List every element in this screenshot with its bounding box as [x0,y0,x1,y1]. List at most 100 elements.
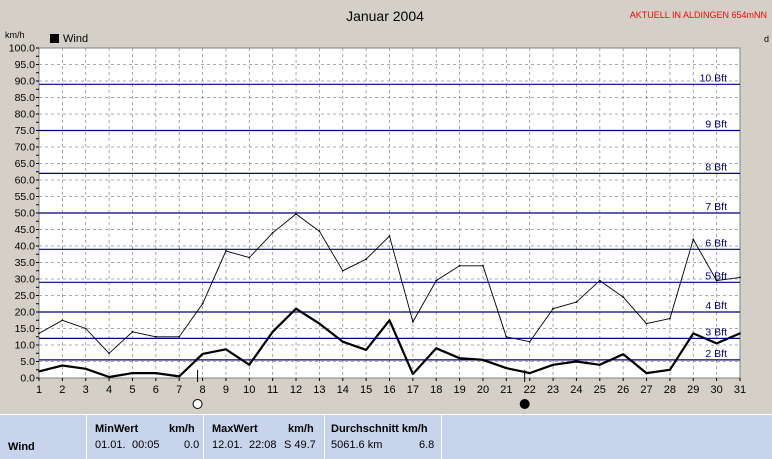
y-tick-label: 25.0 [15,290,36,302]
y-tick-label: 65.0 [15,158,36,170]
y-tick-label: 10.0 [15,340,36,352]
data-point [528,340,531,343]
x-tick-label: 25 [594,384,606,396]
data-point [388,319,391,322]
x-tick-label: 21 [500,384,512,396]
stats-min-cell: MinWert km/h 01.01. 00:05 0.0 [87,415,204,459]
min-unit: km/h [169,423,195,435]
data-point [295,307,297,310]
y-tick-label: 15.0 [15,323,36,335]
data-point [61,364,64,367]
data-point [482,264,484,267]
wind-chart: Januar 2004 AKTUELL IN ALDINGEN 654mNN k… [5,8,769,409]
max-value: S 49.7 [284,439,316,451]
data-point [692,238,695,241]
x-tick-label: 23 [547,384,559,396]
data-point [598,363,601,366]
data-point [388,235,391,238]
data-point [84,327,87,330]
beaufort-label: 9 Bft [705,119,727,131]
x-tick-label: 29 [687,384,699,396]
data-point [435,279,438,282]
beaufort-label: 4 Bft [705,300,727,312]
y-tick-label: 95.0 [15,59,36,71]
data-point [552,363,554,366]
data-point [154,372,157,374]
station-label: AKTUELL IN ALDINGEN 654mNN [630,10,767,20]
x-tick-label: 11 [267,384,278,396]
data-point [201,353,204,355]
stats-row-label-cell: Wind [0,415,87,459]
beaufort-label: 10 Bft [700,72,728,84]
data-point [692,332,695,335]
data-point [131,372,134,374]
data-point [482,358,484,361]
x-tick-label: 24 [570,384,582,396]
x-tick-label: 6 [153,384,159,396]
x-tick-label: 3 [83,384,89,396]
x-tick-label: 18 [430,384,442,396]
beaufort-label: 3 Bft [705,326,727,338]
min-header: MinWert [95,423,139,435]
data-point [108,376,110,378]
y-tick-label: 100.0 [9,43,35,55]
y-tick-label: 55.0 [15,191,36,203]
y-unit-left: km/h [5,30,25,40]
y-tick-label: 40.0 [15,241,36,253]
data-point [365,349,368,351]
data-point [341,340,344,343]
data-point [669,317,671,320]
y-tick-label: 50.0 [15,208,36,220]
data-point [84,367,87,370]
moon-filled-icon [519,399,530,409]
stats-panel: Wind MinWert km/h 01.01. 00:05 0.0 MaxWe… [0,414,772,459]
data-point [458,357,461,360]
y-tick-label: 5.0 [20,356,35,368]
min-date: 01.01. [95,439,126,451]
y-tick-label: 60.0 [15,175,36,187]
avg-value: 6.8 [419,439,435,451]
data-point [225,250,227,252]
x-tick-label: 12 [290,384,302,396]
min-time: 00:05 [132,439,160,451]
y-tick-label: 80.0 [15,109,36,121]
y-tick-label: 20.0 [15,307,36,319]
data-point [645,372,648,374]
y-tick-label: 90.0 [15,76,36,88]
beaufort-label: 7 Bft [705,201,727,213]
data-point [38,370,40,373]
x-tick-label: 28 [664,384,676,396]
y-tick-label: 0.0 [20,373,35,385]
data-point [341,269,344,272]
x-tick-label: 30 [711,384,723,396]
beaufort-label: 8 Bft [705,161,727,173]
data-point [108,352,110,355]
data-point [669,368,671,371]
data-point [225,348,227,351]
max-header: MaxWert [212,423,258,435]
data-point [505,335,508,338]
x-tick-label: 14 [337,384,349,396]
data-point [201,302,204,305]
x-tick-label: 4 [106,384,112,396]
data-point [271,231,274,234]
legend-swatch [50,34,59,43]
x-tick-label: 2 [59,384,65,396]
data-point [131,330,134,333]
x-tick-label: 5 [129,384,135,396]
x-tick-label: 13 [313,384,325,396]
data-point [622,353,625,356]
data-point [739,276,741,279]
stats-avg-cell: Durchschnitt km/h 5061.6 km 6.8 [325,415,442,459]
x-tick-label: 17 [407,384,419,396]
data-point [38,332,40,335]
x-tick-label: 22 [524,384,536,396]
data-point [528,372,531,374]
max-date: 12.01. [212,439,243,451]
data-point [365,258,368,261]
data-point [318,322,321,325]
y-tick-label: 35.0 [15,257,36,269]
data-point [715,342,718,345]
data-point [154,335,157,338]
y-tick-label: 30.0 [15,274,36,286]
